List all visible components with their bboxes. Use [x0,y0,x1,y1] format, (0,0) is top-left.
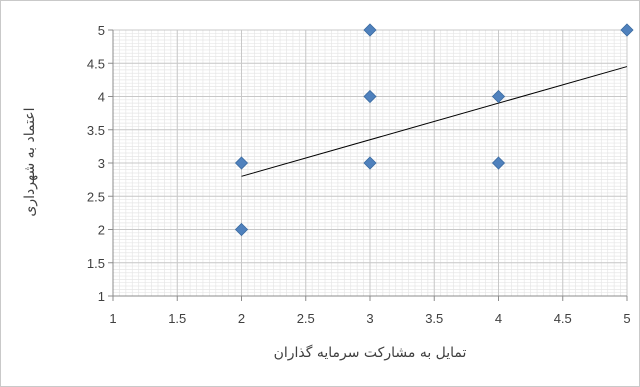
x-tick-label: 3.5 [425,311,443,326]
points-layer [234,23,634,237]
x-tick-label: 3 [366,311,373,326]
x-tick-label: 2.5 [297,311,315,326]
y-tick-label: 3.5 [87,123,105,138]
x-tick-label: 1 [109,311,116,326]
trendline-layer [241,66,628,177]
x-axis-title: تمایل به مشارکت سرمایه گذاران [274,344,467,361]
x-tick-label: 4.5 [554,311,572,326]
y-tick-label: 4.5 [87,56,105,71]
data-point [620,23,634,37]
data-point [491,156,506,170]
data-point [363,156,377,170]
data-point [363,23,377,37]
x-tick-label: 2 [238,311,245,326]
data-point [234,222,249,237]
trendline [241,66,628,177]
y-tick-label: 2 [98,223,105,238]
x-tick-label: 1.5 [168,311,186,326]
x-tick-label: 5 [623,311,630,326]
y-tick-label: 3 [98,156,105,171]
y-tick-label: 1.5 [87,256,105,271]
y-tick-label: 4 [98,90,105,105]
data-point [363,89,377,104]
y-tick-label: 5 [98,23,105,38]
data-point [491,89,506,104]
y-tick-labels: 1 1.5 2 2.5 3 3.5 4 4.5 5 [87,23,105,304]
x-tick-label: 4 [495,311,502,326]
y-tick-label: 2.5 [87,189,105,204]
x-tick-labels: 1 1.5 2 2.5 3 3.5 4 4.5 5 [109,311,630,326]
y-tick-label: 1 [98,289,105,304]
data-point [234,156,249,170]
y-axis-title: اعتماد به شهرداری [22,107,38,216]
axes [108,29,628,301]
